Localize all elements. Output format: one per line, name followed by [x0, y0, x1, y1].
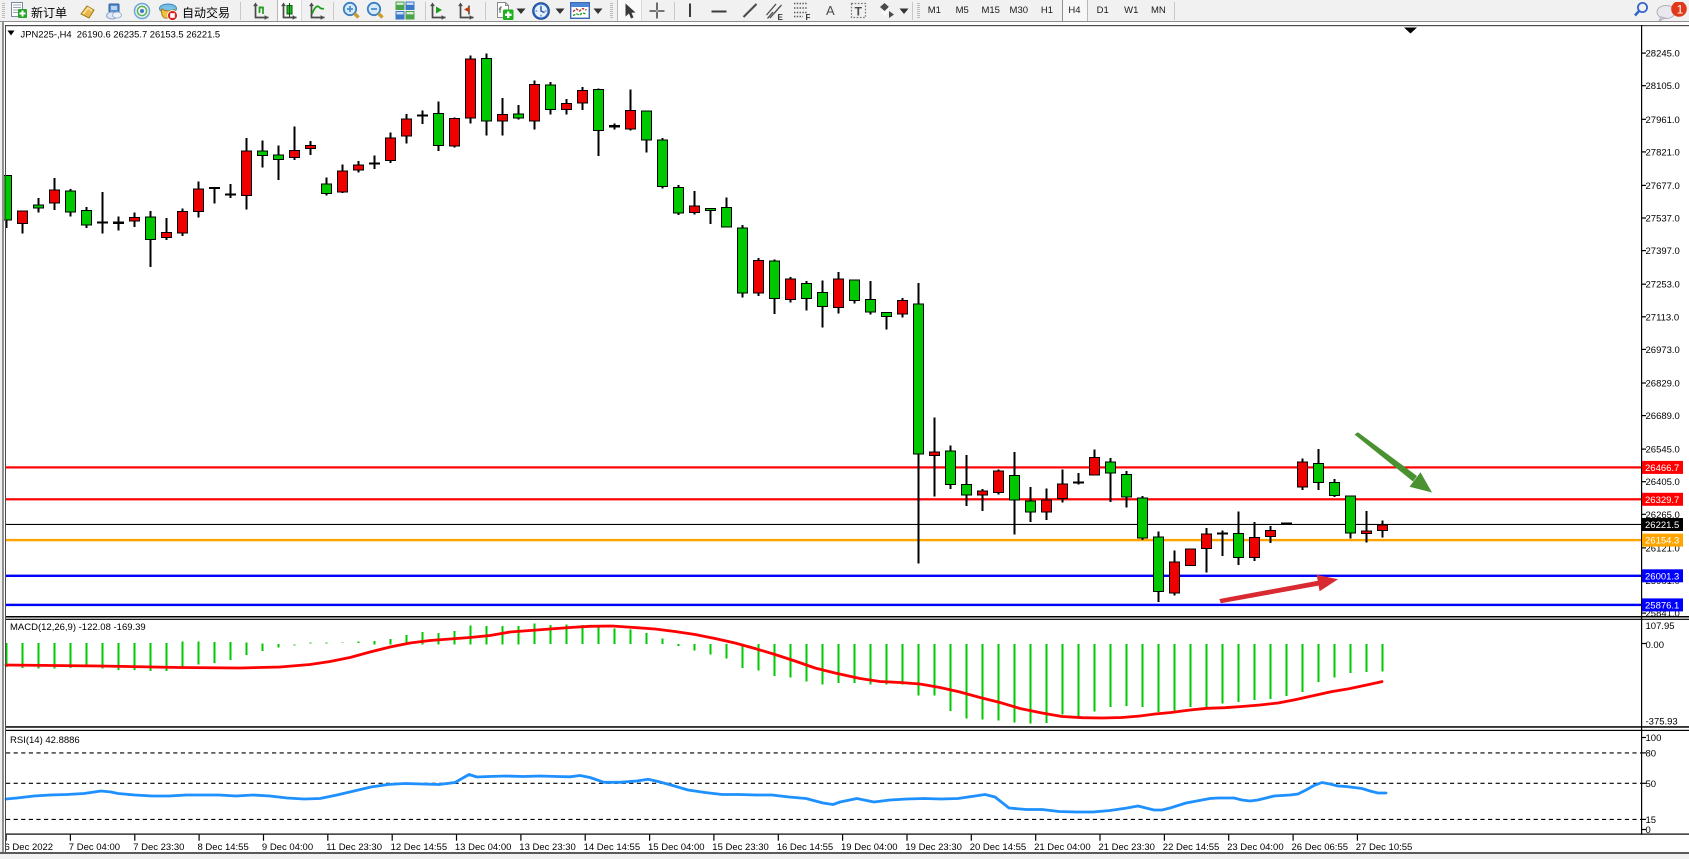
- svg-text:15 Dec 23:30: 15 Dec 23:30: [712, 842, 769, 853]
- svg-text:107.95: 107.95: [1646, 621, 1675, 632]
- svg-text:JPN225-,H4 26190.6 26235.7 26: JPN225-,H4 26190.6 26235.7 26153.5 26221…: [21, 29, 221, 40]
- svg-text:100: 100: [1646, 733, 1662, 744]
- svg-text:26154.3: 26154.3: [1645, 536, 1679, 547]
- svg-text:E: E: [777, 13, 783, 21]
- svg-text:12 Dec 14:55: 12 Dec 14:55: [391, 842, 448, 853]
- svg-text:11 Dec 23:30: 11 Dec 23:30: [326, 842, 382, 853]
- svg-text:6 Dec 2022: 6 Dec 2022: [5, 842, 54, 853]
- svg-text:27821.0: 27821.0: [1646, 147, 1680, 158]
- svg-text:MACD(12,26,9) -122.08 -169.39: MACD(12,26,9) -122.08 -169.39: [10, 622, 146, 633]
- svg-text:14 Dec 14:55: 14 Dec 14:55: [584, 842, 641, 853]
- svg-text:27113.0: 27113.0: [1646, 312, 1680, 323]
- svg-text:19 Dec 04:00: 19 Dec 04:00: [841, 842, 898, 853]
- svg-text:F: F: [806, 13, 811, 21]
- svg-text:13 Dec 23:30: 13 Dec 23:30: [519, 842, 576, 853]
- svg-text:28105.0: 28105.0: [1646, 81, 1680, 92]
- svg-text:21 Dec 04:00: 21 Dec 04:00: [1034, 842, 1091, 853]
- svg-text:15: 15: [1646, 815, 1657, 826]
- svg-text:26689.0: 26689.0: [1646, 411, 1680, 422]
- svg-text:-375.93: -375.93: [1646, 717, 1678, 728]
- svg-text:80: 80: [1646, 748, 1657, 759]
- svg-text:19 Dec 23:30: 19 Dec 23:30: [905, 842, 962, 853]
- svg-text:7 Dec 23:30: 7 Dec 23:30: [133, 842, 184, 853]
- svg-text:26466.7: 26466.7: [1645, 463, 1679, 474]
- svg-text:26829.0: 26829.0: [1646, 379, 1680, 390]
- svg-text:0: 0: [1646, 825, 1651, 836]
- svg-text:26121.0: 26121.0: [1646, 543, 1680, 554]
- svg-text:26001.3: 26001.3: [1645, 571, 1679, 582]
- svg-text:27537.0: 27537.0: [1646, 214, 1680, 225]
- svg-text:15 Dec 04:00: 15 Dec 04:00: [648, 842, 705, 853]
- svg-text:27677.0: 27677.0: [1646, 181, 1680, 192]
- svg-text:RSI(14) 42.8886: RSI(14) 42.8886: [10, 735, 80, 746]
- svg-text:22 Dec 14:55: 22 Dec 14:55: [1163, 842, 1220, 853]
- svg-text:28245.0: 28245.0: [1646, 49, 1680, 60]
- svg-text:13 Dec 04:00: 13 Dec 04:00: [455, 842, 512, 853]
- svg-text:7 Dec 04:00: 7 Dec 04:00: [69, 842, 120, 853]
- svg-text:26265.0: 26265.0: [1646, 510, 1680, 521]
- svg-text:0.00: 0.00: [1646, 640, 1665, 651]
- svg-text:26329.7: 26329.7: [1645, 495, 1679, 506]
- svg-text:23 Dec 04:00: 23 Dec 04:00: [1227, 842, 1284, 853]
- svg-text:50: 50: [1646, 779, 1657, 790]
- svg-text:27253.0: 27253.0: [1646, 280, 1680, 291]
- svg-text:1: 1: [1677, 3, 1684, 17]
- svg-text:T: T: [855, 5, 863, 19]
- svg-text:25841.0: 25841.0: [1646, 609, 1680, 620]
- svg-text:26221.5: 26221.5: [1645, 520, 1679, 531]
- svg-text:16 Dec 14:55: 16 Dec 14:55: [777, 842, 834, 853]
- svg-text:21 Dec 23:30: 21 Dec 23:30: [1098, 842, 1155, 853]
- svg-text:9 Dec 04:00: 9 Dec 04:00: [262, 842, 313, 853]
- svg-text:8 Dec 14:55: 8 Dec 14:55: [198, 842, 249, 853]
- svg-text:26 Dec 06:55: 26 Dec 06:55: [1292, 842, 1349, 853]
- svg-text:27397.0: 27397.0: [1646, 246, 1680, 257]
- svg-text:26405.0: 26405.0: [1646, 477, 1680, 488]
- svg-text:27961.0: 27961.0: [1646, 115, 1680, 126]
- svg-text:26973.0: 26973.0: [1646, 345, 1680, 356]
- svg-text:20 Dec 14:55: 20 Dec 14:55: [970, 842, 1027, 853]
- svg-text:26545.0: 26545.0: [1646, 445, 1680, 456]
- svg-text:25876.1: 25876.1: [1645, 601, 1679, 612]
- svg-text:27 Dec 10:55: 27 Dec 10:55: [1356, 842, 1413, 853]
